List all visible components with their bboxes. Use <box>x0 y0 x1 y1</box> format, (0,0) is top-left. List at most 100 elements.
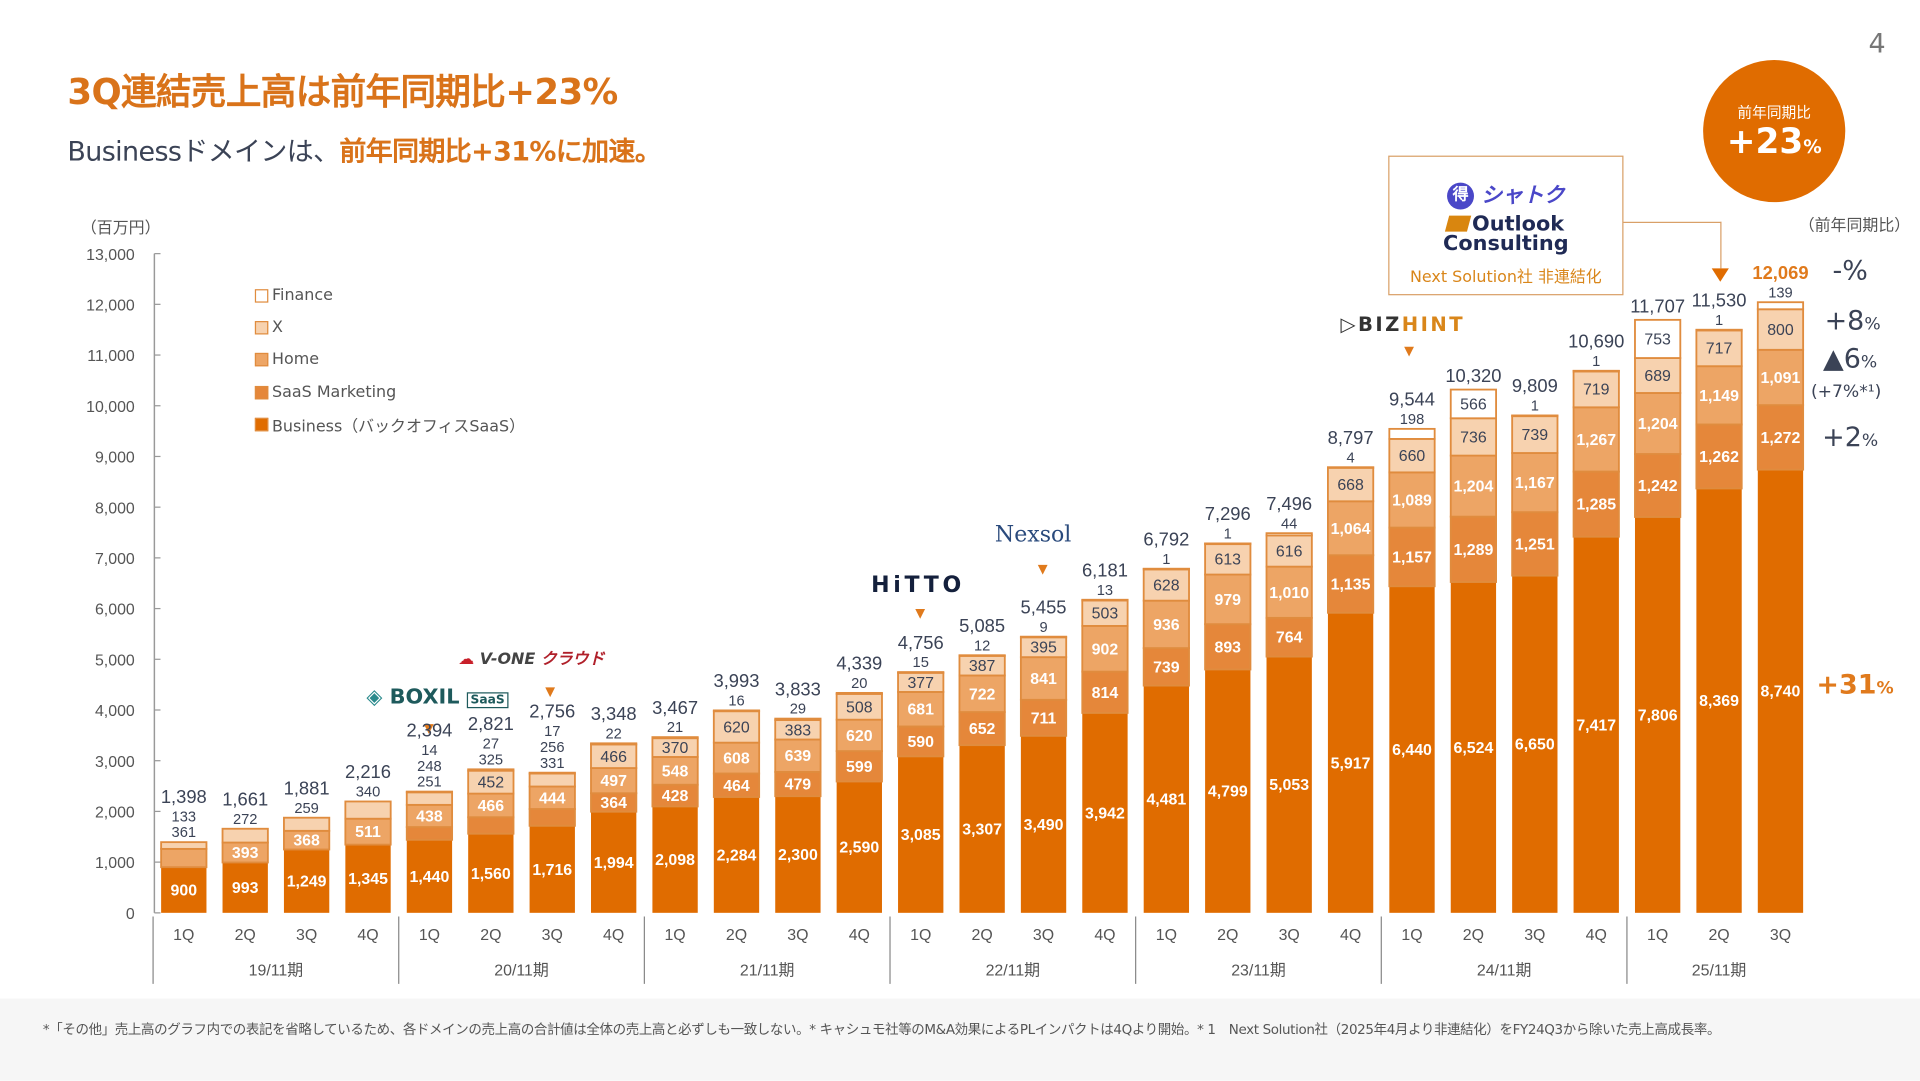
boxil-logo-text: BOXIL <box>389 684 460 710</box>
x-tick-label: 2Q <box>1463 927 1484 944</box>
total-label: 2,756 <box>529 701 575 722</box>
data-label-business: 8,369 <box>1699 693 1739 710</box>
bar-segment-saas-marketing <box>1572 470 1620 538</box>
x-tick-label: 3Q <box>542 927 563 944</box>
bar-segment-business <box>590 811 637 913</box>
y-tick-label: 11,000 <box>87 348 135 365</box>
bar-segment-business <box>1757 469 1804 913</box>
data-label-x: 736 <box>1460 429 1487 446</box>
x-tick-label: 1Q <box>419 927 440 944</box>
x-tick-label: 1Q <box>1401 927 1422 944</box>
bar-segment-finance <box>1634 318 1682 359</box>
legend-swatch <box>254 288 269 303</box>
yoy-home: ▲6% <box>1801 344 1899 375</box>
data-label-home: 466 <box>478 798 505 815</box>
x-tick-label: 2Q <box>1708 927 1729 944</box>
bar-segment-business <box>1205 669 1251 913</box>
bar-segment-saas-marketing <box>958 711 1006 747</box>
bar-segment-saas-marketing <box>774 770 822 798</box>
data-label-x: 256 <box>540 740 565 756</box>
data-label-x: 717 <box>1706 341 1733 358</box>
badge-value: +23 <box>1726 121 1804 162</box>
data-label-home: 1,091 <box>1761 370 1801 387</box>
data-label-home: 1,089 <box>1392 493 1432 510</box>
data-label-business: 1,345 <box>348 871 388 888</box>
data-label-home: 1,010 <box>1269 585 1309 602</box>
bar-segment-business <box>1389 586 1435 913</box>
data-label-business: 4,799 <box>1208 784 1248 801</box>
bar-segment-home <box>160 847 208 869</box>
bar-segment-saas-marketing <box>835 750 883 783</box>
vone-logo-text: V-ONE <box>479 650 536 669</box>
data-label-home: 1,167 <box>1515 475 1555 492</box>
data-label-x: 370 <box>662 740 689 757</box>
nexsol-logo: Nexsol <box>994 521 1072 548</box>
bar-segment-home <box>1756 348 1805 407</box>
data-label-saas-marketing: 1,262 <box>1699 449 1739 466</box>
yoy-business: +31% <box>1806 670 1904 701</box>
data-label-business: 2,098 <box>655 852 695 869</box>
data-label-saas-marketing: 331 <box>540 756 565 772</box>
arrow-down-icon <box>423 724 434 734</box>
data-label-home: 722 <box>969 686 996 703</box>
y-tick-label: 7,000 <box>95 551 135 568</box>
data-label-finance: 14 <box>421 743 437 759</box>
total-label: 2,821 <box>468 713 514 734</box>
data-label-saas-marketing: 428 <box>662 788 689 805</box>
data-label-x: 620 <box>723 719 750 736</box>
data-label-business: 2,590 <box>839 840 879 857</box>
bar-segment-business <box>1573 536 1619 913</box>
data-label-home: 511 <box>355 824 381 841</box>
data-label-x: 248 <box>417 759 442 775</box>
bar-segment-home <box>774 738 822 773</box>
data-label-finance: 1 <box>1592 354 1600 370</box>
data-label-business: 5,917 <box>1331 755 1371 772</box>
bar-segment-business <box>775 796 821 913</box>
yoy-header: （前年同期比） <box>1798 216 1911 236</box>
data-label-home: 548 <box>662 763 689 780</box>
data-label-home: 841 <box>1030 671 1057 688</box>
data-label-business: 8,740 <box>1761 684 1801 701</box>
bar-segment-saas-marketing <box>1388 526 1436 588</box>
connector-line <box>1720 221 1722 269</box>
boxil-tag: SaaS <box>466 692 509 709</box>
data-label-home: 1,267 <box>1576 432 1616 449</box>
data-label-home: 979 <box>1214 592 1241 609</box>
bar-segment-x <box>1449 417 1497 457</box>
y-tick-label: 8,000 <box>95 500 135 517</box>
data-label-x: 719 <box>1583 382 1610 399</box>
bizhint-logo: ▷BIZHINT <box>1340 312 1465 335</box>
legend-swatch <box>254 353 269 367</box>
data-label-business: 2,300 <box>778 847 818 864</box>
bar-segment-business <box>1634 517 1681 913</box>
yoy-home-note: (+7%*¹) <box>1810 382 1882 402</box>
bar-segment-home <box>1265 565 1313 619</box>
total-label: 6,792 <box>1143 528 1189 549</box>
outlook-text-1: Outlook <box>1472 211 1565 237</box>
total-label: 1,661 <box>222 788 268 809</box>
bar-segment-x <box>283 816 331 832</box>
bar-segment-business <box>1082 712 1128 913</box>
yoy-x: +8% <box>1804 306 1902 337</box>
yoy-saas-marketing: +2% <box>1801 423 1899 454</box>
data-label-finance: 16 <box>728 694 744 710</box>
bar-segment-x <box>1572 369 1620 409</box>
data-label-finance: 4 <box>1347 450 1355 466</box>
data-label-saas-marketing: 1,135 <box>1331 577 1371 594</box>
data-label-home: 393 <box>232 845 259 862</box>
total-label: 3,467 <box>652 697 698 718</box>
data-label-finance: 29 <box>790 702 806 718</box>
x-group-label: 25/11期 <box>1692 961 1747 979</box>
data-label-x: 466 <box>600 749 627 766</box>
yoy-finance: -% <box>1832 256 1868 287</box>
bar-segment-x <box>160 841 208 850</box>
data-label-business: 6,440 <box>1392 742 1432 759</box>
legend-item: X <box>254 312 525 344</box>
data-label-finance: 20 <box>851 676 867 692</box>
bar-segment-finance <box>528 771 576 775</box>
data-label-business: 6,650 <box>1515 737 1555 754</box>
data-label-saas-marketing: 1,251 <box>1515 536 1555 553</box>
total-label: 4,756 <box>898 632 944 653</box>
y-tick-label: 2,000 <box>95 805 135 822</box>
arrow-down-icon <box>545 687 556 698</box>
